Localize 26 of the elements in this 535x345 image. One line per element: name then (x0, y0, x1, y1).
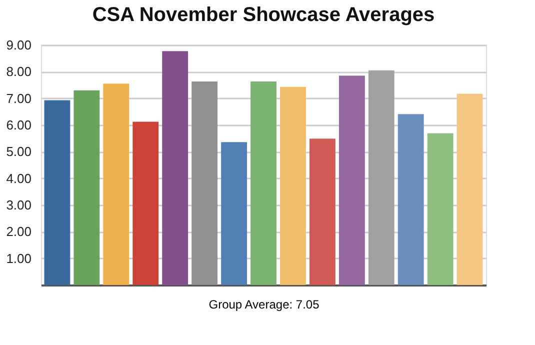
bar (74, 90, 100, 285)
y-tick-label: 9.00 (6, 38, 32, 52)
y-tick-label: 2.00 (6, 224, 32, 240)
y-tick-label: 8.00 (6, 64, 32, 80)
bar (368, 70, 394, 285)
bar (44, 100, 70, 285)
bar (338, 76, 365, 285)
y-tick-label: 5.00 (6, 144, 32, 160)
y-tick-label: 1.00 (6, 250, 32, 266)
bar (132, 122, 159, 285)
bar (280, 86, 306, 285)
text: Group Average: 7.05 (208, 298, 320, 312)
y-tick-label: 3.00 (6, 198, 32, 212)
bar (309, 138, 336, 285)
bar (103, 84, 130, 285)
bar (250, 82, 276, 285)
bar (221, 142, 247, 285)
bar (162, 51, 188, 285)
y-tick-label: 6.00 (6, 118, 32, 132)
bar (456, 94, 483, 285)
y-tick-label: 4.00 (6, 170, 32, 186)
bar (192, 82, 218, 285)
bar (427, 133, 454, 285)
y-tick-label: 7.00 (6, 90, 32, 106)
chart-title: CSA November Showcase Averages (92, 4, 435, 26)
bar (398, 114, 424, 285)
